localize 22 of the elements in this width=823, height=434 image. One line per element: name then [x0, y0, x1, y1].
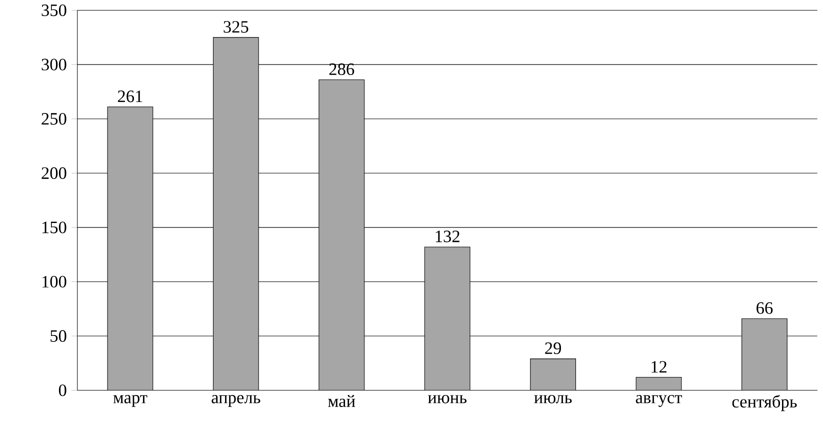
y-tick-label: 100 [42, 276, 66, 288]
x-tick-label: август [636, 394, 682, 407]
data-label: 286 [329, 63, 354, 75]
data-label: 12 [652, 360, 666, 372]
y-tick-label: 200 [42, 167, 66, 179]
y-tick-label: 300 [42, 58, 66, 70]
y-tick-label: 0 [58, 384, 66, 396]
data-label: 66 [756, 302, 773, 314]
y-tick-label: 50 [50, 330, 66, 342]
x-tick-label: май [328, 394, 356, 407]
x-tick-label: июль [534, 394, 572, 404]
y-tick-label: 250 [42, 112, 66, 125]
data-label: 325 [224, 20, 248, 33]
data-label: 261 [118, 90, 142, 102]
y-tick-label: 350 [42, 4, 66, 16]
x-tick-label: март [113, 394, 148, 407]
x-tick-label: сентябрь [732, 394, 797, 411]
data-label: 132 [436, 230, 460, 242]
y-tick-label: 150 [42, 221, 66, 234]
data-label: 29 [545, 342, 561, 354]
x-tick-label: апрель [212, 394, 260, 407]
x-tick-label: июнь [428, 394, 467, 404]
